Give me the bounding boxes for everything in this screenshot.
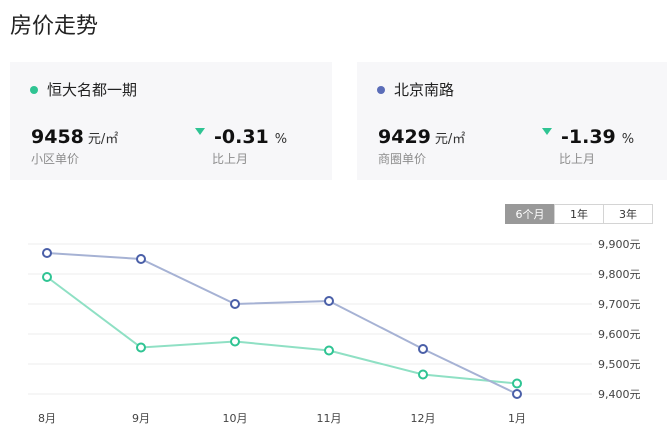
series-dot-icon [30, 85, 38, 94]
price-label: 商圈单价 [378, 152, 427, 166]
y-tick-label: 9,700元 [598, 298, 641, 311]
y-tick-label: 9,500元 [598, 358, 641, 371]
data-point [512, 378, 522, 389]
x-tick-label: 12月 [411, 412, 436, 425]
data-point [418, 369, 428, 380]
price-trend-chart: 9,900元 9,800元 9,700元 9,600元 9,500元 9,400元 8月 9月… [28, 238, 641, 425]
data-point [512, 389, 522, 399]
change-label: 比上月 [212, 152, 249, 166]
price-value: 9429 [378, 126, 431, 148]
price-label: 小区单价 [31, 152, 80, 166]
change-label: 比上月 [559, 152, 596, 166]
community-change: -0.31 % [195, 126, 287, 148]
x-tick-label: 11月 [317, 412, 342, 425]
community-price-card: 恒大名都一期 9458 元/㎡ 小区单价 -0.31 % 比上月 [10, 62, 332, 180]
data-point [42, 248, 52, 258]
data-point [324, 296, 334, 306]
tab-3-years[interactable]: 3年 [603, 204, 653, 224]
price-unit: 元/㎡ [434, 132, 466, 147]
y-tick-label: 9,800元 [598, 268, 641, 281]
card-header: 恒大名都一期 [30, 79, 137, 100]
price-unit: 元/㎡ [87, 132, 119, 147]
series-line [46, 276, 518, 385]
y-tick-label: 9,600元 [598, 328, 641, 341]
change-unit: % [274, 132, 288, 147]
data-point [136, 342, 146, 353]
price-value: 9458 [31, 126, 84, 148]
district-change: -1.39 % [542, 126, 634, 148]
data-point [136, 254, 146, 264]
community-price: 9458 元/㎡ [31, 126, 118, 148]
down-arrow-icon [195, 128, 205, 135]
card-header: 北京南路 [377, 79, 454, 100]
change-value: -0.31 [214, 126, 269, 148]
data-point [418, 344, 428, 354]
data-point [230, 336, 240, 347]
y-tick-label: 9,400元 [598, 388, 641, 401]
data-point [42, 272, 52, 282]
x-tick-label: 8月 [38, 412, 56, 425]
tab-1-year[interactable]: 1年 [554, 204, 604, 224]
community-name: 恒大名都一期 [47, 81, 138, 99]
district-price-card: 北京南路 9429 元/㎡ 商圈单价 -1.39 % 比上月 [357, 62, 667, 180]
change-unit: % [621, 132, 635, 147]
range-tabs: 6个月 1年 3年 [505, 204, 653, 224]
change-value: -1.39 [561, 126, 616, 148]
x-tick-label: 9月 [132, 412, 150, 425]
y-tick-label: 9,900元 [598, 238, 641, 251]
district-price: 9429 元/㎡ [378, 126, 465, 148]
page-title: 房价走势 [10, 14, 99, 39]
x-tick-label: 10月 [223, 412, 248, 425]
series-dot-icon [377, 85, 385, 94]
down-arrow-icon [542, 128, 552, 135]
data-point [324, 345, 334, 356]
district-name: 北京南路 [394, 81, 455, 99]
tab-6-months[interactable]: 6个月 [505, 204, 555, 224]
x-tick-label: 1月 [508, 412, 526, 425]
series-line [46, 252, 518, 395]
data-point [230, 299, 240, 309]
